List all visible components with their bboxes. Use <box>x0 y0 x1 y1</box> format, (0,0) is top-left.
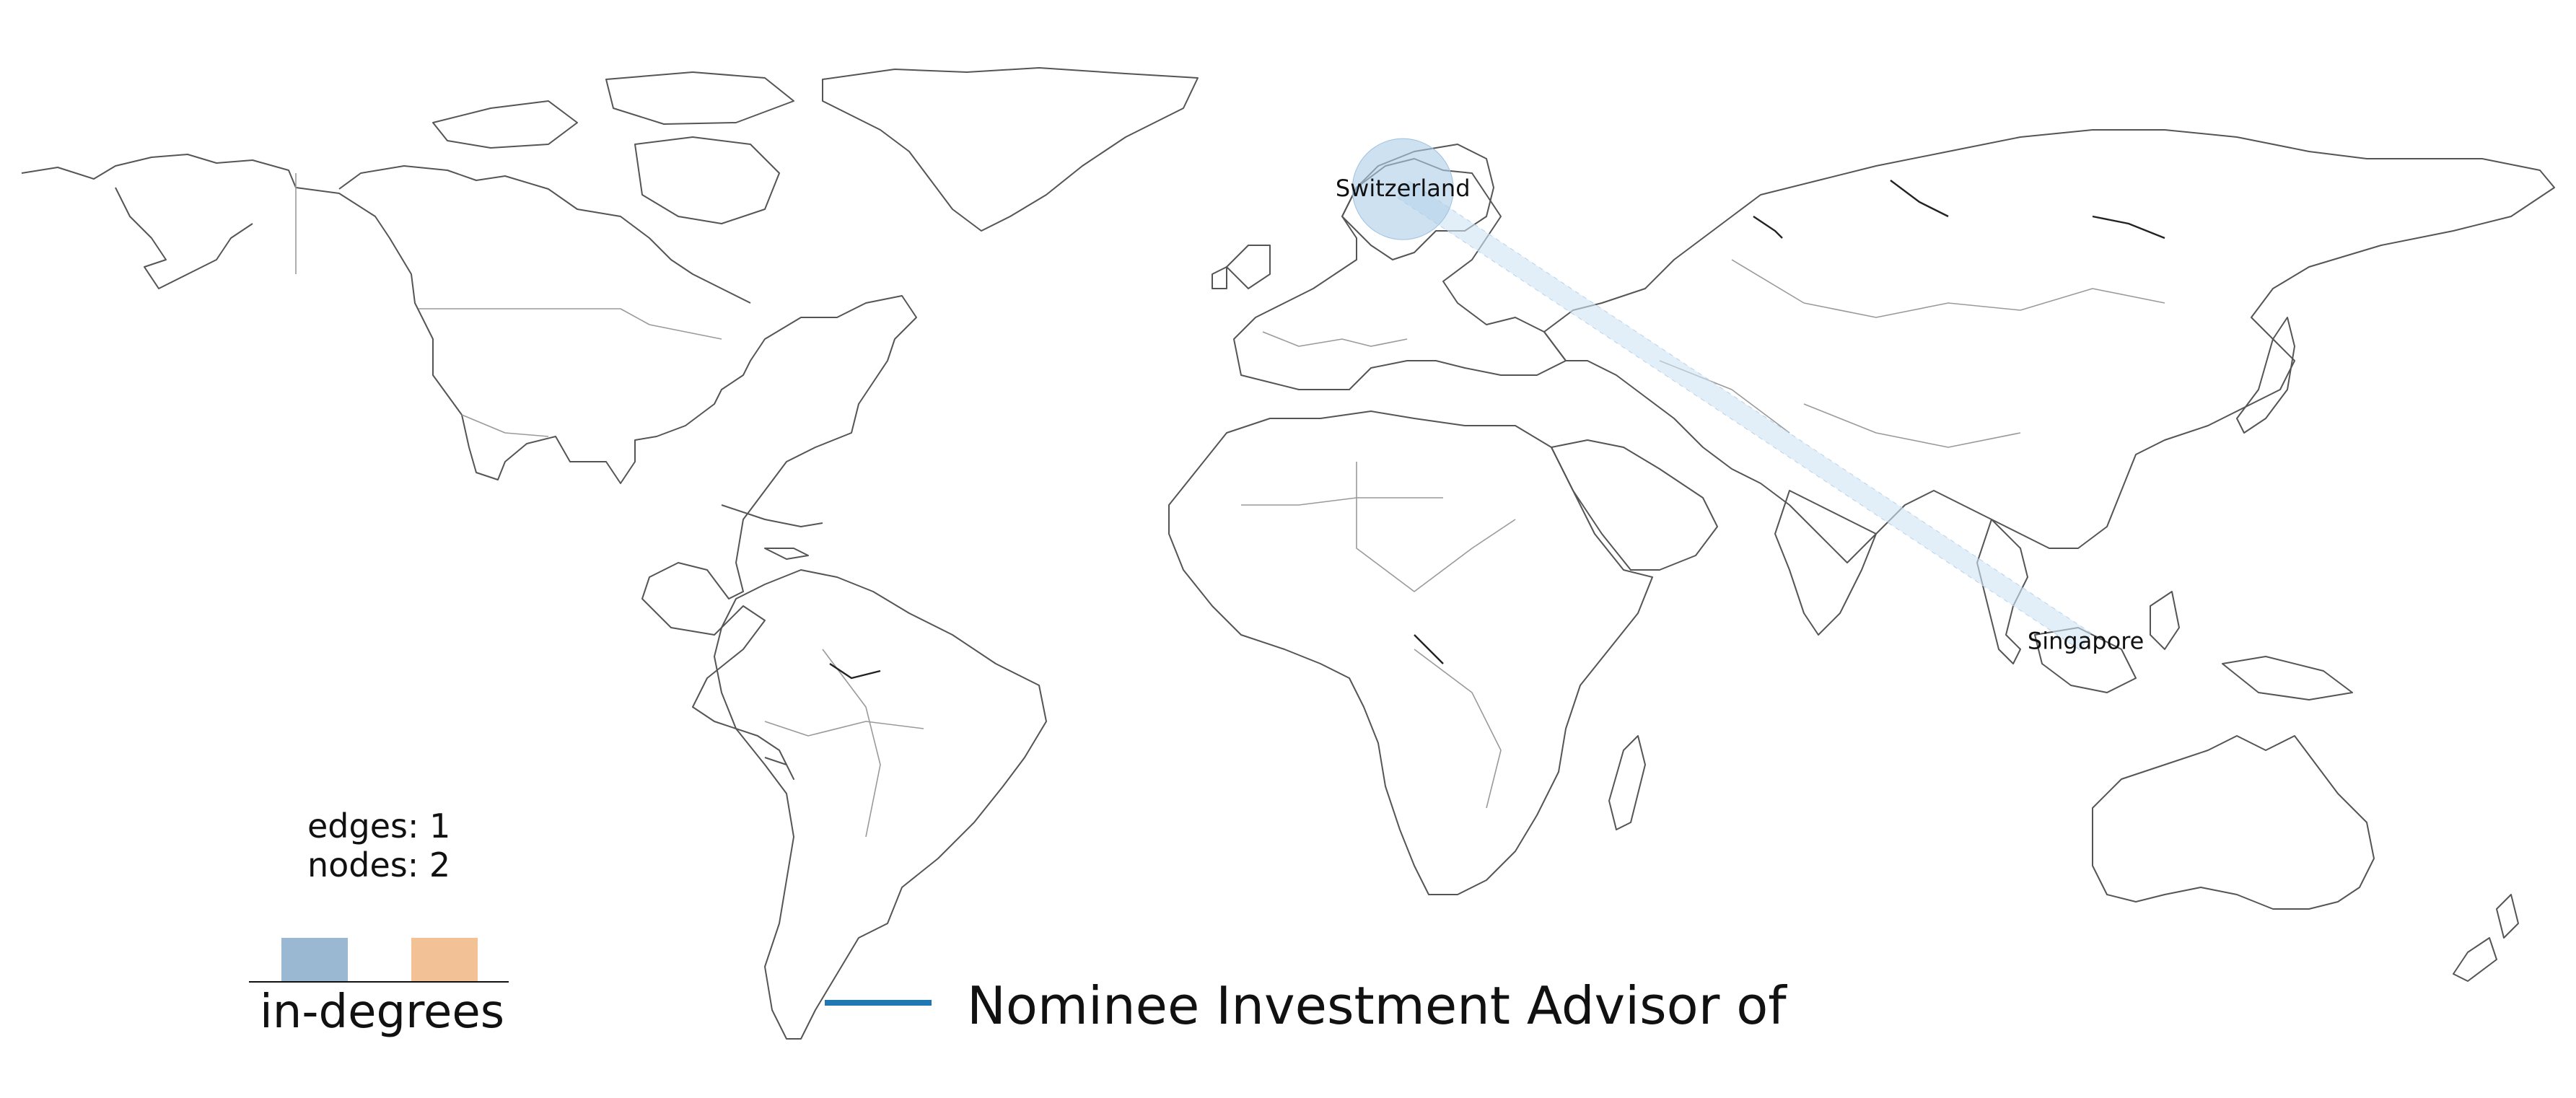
in-degree-legend-bar-1 <box>281 938 348 981</box>
network-edge-0 <box>1396 180 2093 651</box>
country-borders <box>295 173 2165 838</box>
in-degree-legend-title: in-degrees <box>260 985 505 1039</box>
node-label-singapore: Singapore <box>2028 627 2144 654</box>
node-marker-switzerland <box>1351 138 1454 240</box>
edge-type-legend-line <box>825 1000 932 1006</box>
in-degree-legend-bar-2 <box>411 938 478 981</box>
network-nodes: Switzerland Singapore <box>1336 138 2144 654</box>
network-edges <box>1396 180 2093 651</box>
rivers <box>829 180 2165 680</box>
coastlines <box>21 67 2555 1040</box>
in-degree-legend-baseline <box>249 981 509 983</box>
graph-stats: edges: 1 nodes: 2 <box>307 807 450 884</box>
nodes-count: nodes: 2 <box>307 846 451 884</box>
edges-count: edges: 1 <box>307 807 451 846</box>
node-label-switzerland: Switzerland <box>1336 175 1471 202</box>
edge-type-legend-label: Nominee Investment Advisor of <box>967 975 1787 1036</box>
